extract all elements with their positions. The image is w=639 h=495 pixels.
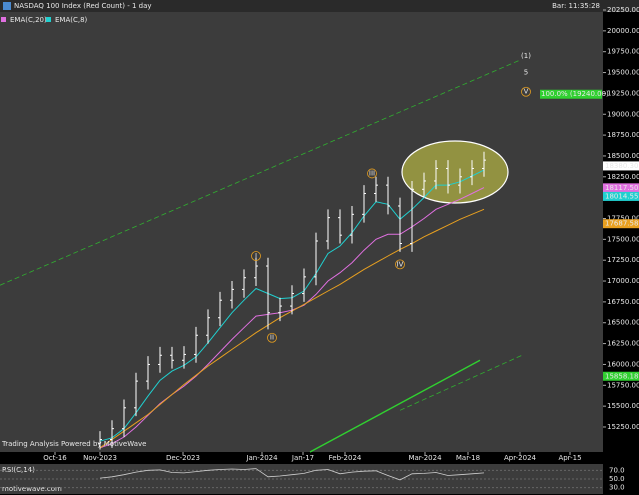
- x-tick-label: Apr-15: [558, 454, 581, 462]
- x-tick-label: Apr-2024: [504, 454, 537, 462]
- wave-label: I: [255, 252, 257, 260]
- y-tick-label: 19000.00: [607, 110, 639, 118]
- y-tick-label: 17500.00: [607, 235, 639, 243]
- wave-label: 5: [524, 69, 528, 77]
- y-tick-label: 17000.00: [607, 277, 639, 285]
- title-bar: [0, 0, 639, 12]
- price-box: [603, 183, 639, 193]
- rsi-tick-label: 30.0: [609, 484, 625, 492]
- legend-label: EMA(C,20): [10, 16, 47, 24]
- wave-label: V: [524, 88, 529, 96]
- price-box: [603, 161, 639, 171]
- trendline: [309, 359, 481, 453]
- y-tick-label: 18750.00: [607, 131, 639, 139]
- chart-title: NASDAQ 100 Index (Red Count) - 1 day: [14, 2, 152, 10]
- wave-label: II: [270, 334, 274, 342]
- x-tick-label: Jan-17: [291, 454, 314, 462]
- price-label: 18380.30: [605, 162, 638, 170]
- y-tick-label: 20250.00: [607, 6, 639, 14]
- trendline: [399, 354, 523, 411]
- price-label: 15858.18: [605, 372, 638, 380]
- x-tick-label: Feb-2024: [329, 454, 362, 462]
- wave-circle: [267, 332, 277, 343]
- x-tick-label: Nov-2023: [83, 454, 117, 462]
- x-tick-label: Dec-2023: [166, 454, 200, 462]
- y-tick-label: 16500.00: [607, 319, 639, 327]
- x-tick-label: Mar-2024: [408, 454, 442, 462]
- trendline: [0, 59, 521, 286]
- target-box: [540, 89, 602, 99]
- y-tick-label: 16250.00: [607, 340, 639, 348]
- target-label: 100.0% (19240.00): [541, 90, 609, 98]
- wave-label: III: [369, 169, 375, 177]
- x-tick-label: Jan-2024: [245, 454, 278, 462]
- watermark: Trading Analysis Powered by MotiveWave: [1, 440, 146, 448]
- legend-swatch: [46, 17, 51, 22]
- wave-label: IV: [397, 260, 404, 268]
- y-tick-label: 16750.00: [607, 298, 639, 306]
- y-tick-label: 19750.00: [607, 48, 639, 56]
- y-tick-label: 18250.00: [607, 173, 639, 181]
- price-box: [603, 219, 639, 229]
- rsi-tick-label: 50.0: [609, 475, 625, 483]
- y-tick-label: 16000.00: [607, 360, 639, 368]
- rsi-tick-label: 70.0: [609, 466, 625, 474]
- plot-area: [0, 0, 603, 452]
- y-tick-label: 19500.00: [607, 69, 639, 77]
- y-tick-label: 18500.00: [607, 152, 639, 160]
- wave-circle: [367, 168, 377, 179]
- y-tick-label: 15250.00: [607, 423, 639, 431]
- y-tick-label: 17750.00: [607, 214, 639, 222]
- price-label: 18014.55: [605, 192, 638, 200]
- wave-label: (1): [521, 52, 531, 60]
- y-tick-label: 17250.00: [607, 256, 639, 264]
- symbol-icon: [3, 2, 11, 10]
- y-tick-label: 15750.00: [607, 381, 639, 389]
- x-tick-label: Mar-18: [456, 454, 480, 462]
- bar-time: Bar: 11:35:28: [552, 2, 600, 10]
- y-tick-label: 19250.00: [607, 89, 639, 97]
- wave-circle: [521, 86, 531, 97]
- wave-circle: [395, 259, 405, 270]
- rsi-line: [99, 468, 485, 481]
- y-tick-label: 20000.00: [607, 27, 639, 35]
- legend-label: EMA(C,8): [55, 16, 88, 24]
- price-box: [603, 191, 639, 201]
- highlight-ellipse: [401, 140, 509, 204]
- price-label: 18117.50: [605, 184, 638, 192]
- rsi-title: RSI(C,14): [2, 466, 35, 474]
- y-tick-label: 15500.00: [607, 402, 639, 410]
- price-label: 17687.58: [605, 220, 638, 228]
- wave-circle: [251, 251, 261, 261]
- price-box: [603, 371, 639, 381]
- x-tick-label: Oct-16: [43, 454, 67, 462]
- legend-swatch: [1, 17, 6, 22]
- footer: motivewave.com: [2, 485, 62, 493]
